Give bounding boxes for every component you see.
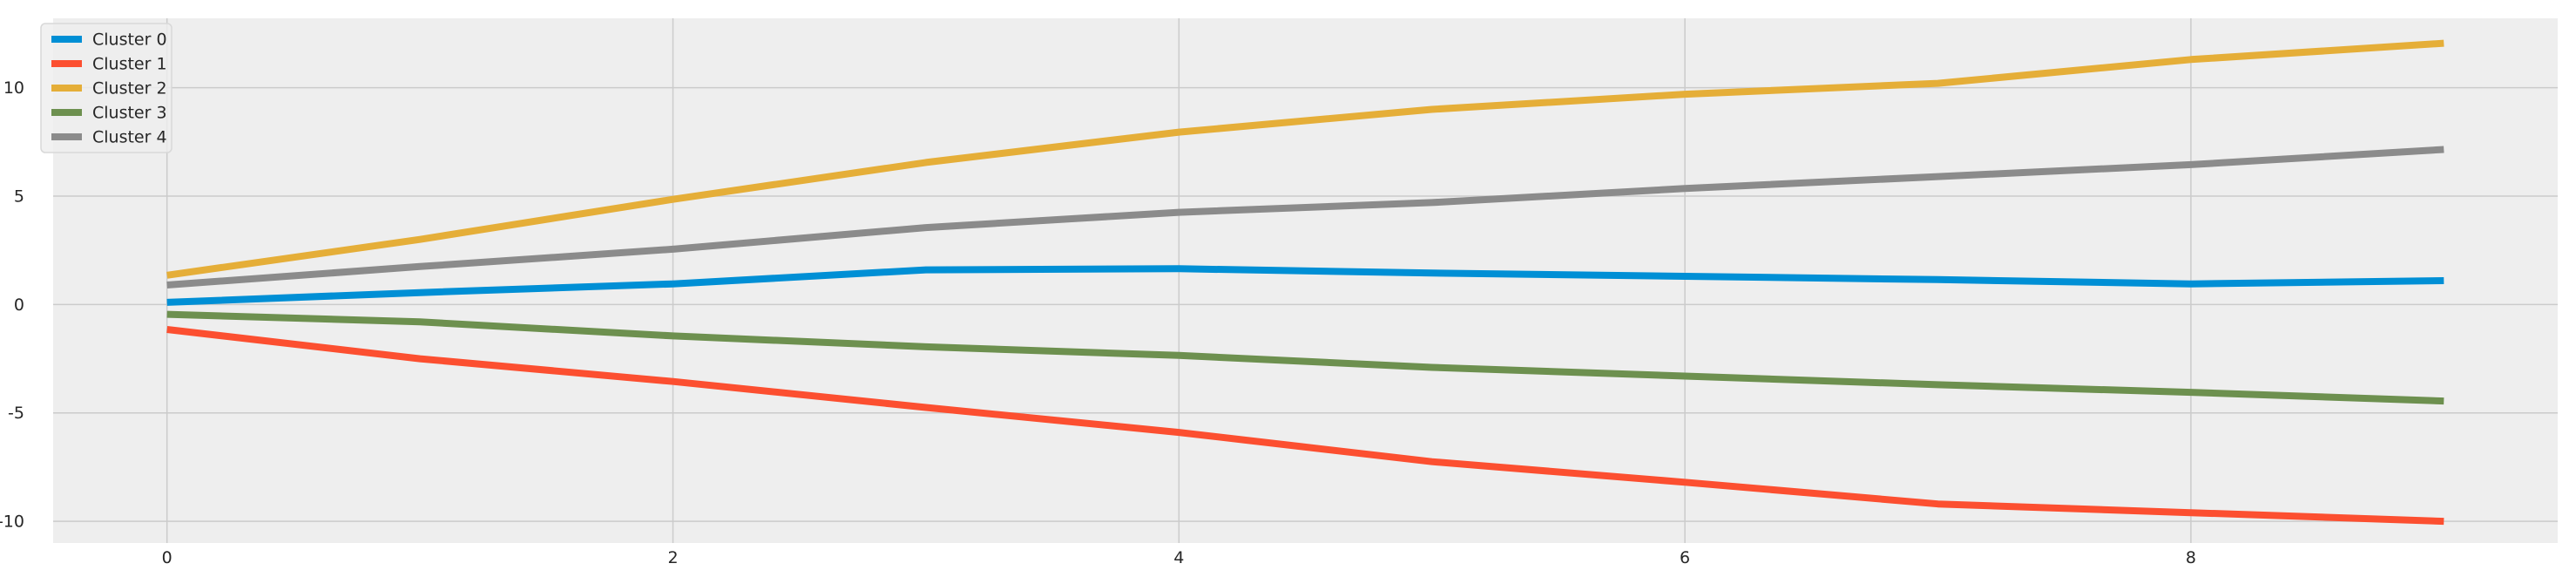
series-cluster-0 <box>166 265 2444 306</box>
x-tick-label: 6 <box>1680 548 1690 567</box>
legend-item: Cluster 1 <box>51 55 167 74</box>
y-tick-label: 0 <box>14 295 24 315</box>
grid-lines <box>53 18 2558 543</box>
x-tick-label: 4 <box>1173 548 1184 567</box>
legend-box <box>40 23 172 153</box>
legend-item: Cluster 4 <box>51 128 167 147</box>
series-cluster-1 <box>166 326 2444 526</box>
series-line <box>166 310 2444 405</box>
legend: Cluster 0 Cluster 1 Cluster 2 Cluster 3 Clus… <box>40 23 172 153</box>
legend-item: Cluster 0 <box>51 31 167 50</box>
series-line <box>166 39 2444 279</box>
series-cluster-3 <box>166 310 2444 405</box>
y-tick-label: -5 <box>8 404 24 423</box>
y-tick-label: -10 <box>0 513 24 532</box>
legend-label: Cluster 2 <box>92 79 167 98</box>
legend-label: Cluster 1 <box>92 55 167 74</box>
legend-item: Cluster 3 <box>51 104 167 123</box>
y-tick-label: 5 <box>14 187 24 206</box>
legend-label: Cluster 3 <box>92 104 167 123</box>
series-line <box>166 326 2444 526</box>
x-axis: 0 2 4 6 8 <box>162 548 2196 567</box>
legend-item: Cluster 2 <box>51 79 167 98</box>
y-tick-label: 10 <box>3 78 24 98</box>
series-line <box>166 146 2444 288</box>
series-cluster-4 <box>166 146 2444 288</box>
y-axis: -10 -5 0 5 10 <box>0 78 24 532</box>
x-tick-label: 0 <box>162 548 172 567</box>
series-lines <box>166 39 2444 526</box>
x-tick-label: 8 <box>2186 548 2196 567</box>
legend-label: Cluster 0 <box>92 31 167 50</box>
series-cluster-2 <box>166 39 2444 279</box>
series-line <box>166 265 2444 306</box>
x-tick-label: 2 <box>667 548 678 567</box>
legend-label: Cluster 4 <box>92 128 167 147</box>
